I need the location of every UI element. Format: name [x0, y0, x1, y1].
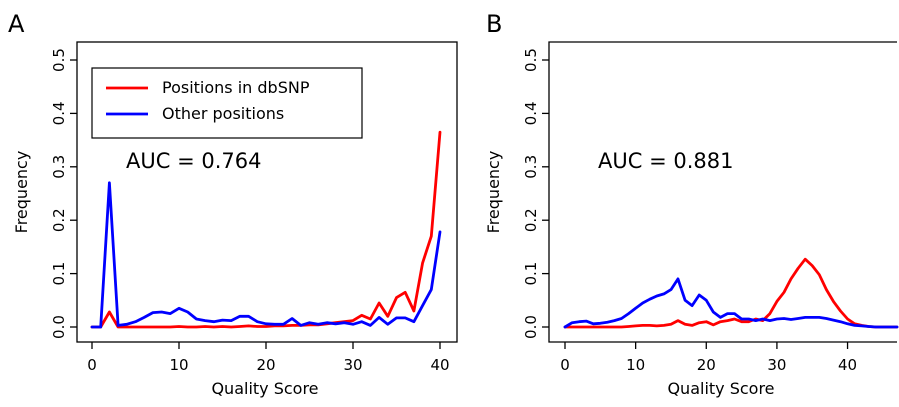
y-tick-label-a-2: 0.2	[50, 208, 68, 232]
plot-frame	[548, 41, 897, 343]
x-tick-label-b-0: 0	[560, 356, 570, 374]
legend-label-0: Positions in dbSNP	[162, 78, 310, 97]
y-tick-label-a-3: 0.3	[50, 155, 68, 179]
series-line-b-1	[563, 277, 899, 329]
x-axis-label-b: Quality Score	[667, 379, 774, 398]
legend-box	[91, 67, 363, 139]
y-tick-label-b-1: 0.1	[522, 262, 540, 286]
y-axis-label-a: Frequency	[12, 151, 31, 234]
plot-frame	[76, 41, 458, 343]
y-tick-label-b-3: 0.3	[522, 155, 540, 179]
y-tick-label-a-4: 0.4	[50, 101, 68, 125]
panel-letter-a: A	[8, 10, 25, 38]
series-line-b-0	[563, 257, 899, 329]
x-tick-label-a-3: 30	[343, 356, 362, 374]
x-tick-label-a-2: 20	[256, 356, 275, 374]
x-tick-label-a-4: 40	[430, 356, 449, 374]
y-tick-label-b-0: 0.0	[522, 315, 540, 339]
x-tick-label-a-1: 10	[169, 356, 188, 374]
x-tick-label-b-2: 20	[697, 356, 716, 374]
auc-annotation-a: AUC = 0.764	[126, 149, 261, 173]
y-tick-label-a-5: 0.5	[50, 48, 68, 72]
chart-panel-a: 0.0 0.1 0.2 0.3 0.4 0.5 0 10 20 30 40 Quality Score…	[12, 41, 458, 398]
x-tick-label-b-4: 40	[838, 356, 857, 374]
series-line-a-0	[90, 130, 442, 329]
y-tick-label-b-2: 0.2	[522, 208, 540, 232]
x-tick-label-a-0: 0	[87, 356, 97, 374]
y-axis-label-b: Frequency	[484, 151, 503, 234]
y-tick-label-b-5: 0.5	[522, 48, 540, 72]
x-tick-label-b-3: 30	[767, 356, 786, 374]
chart-panel-b: 0.0 0.1 0.2 0.3 0.4 0.5 0 10 20 30 40 Quality Score…	[484, 41, 899, 398]
legend-label-1: Other positions	[162, 104, 284, 123]
y-tick-label-b-4: 0.4	[522, 101, 540, 125]
series-line-a-1	[90, 181, 442, 329]
x-axis-label-a: Quality Score	[211, 379, 318, 398]
y-tick-label-a-0: 0.0	[50, 315, 68, 339]
y-tick-label-a-1: 0.1	[50, 262, 68, 286]
x-tick-label-b-1: 10	[626, 356, 645, 374]
auc-annotation-b: AUC = 0.881	[598, 149, 733, 173]
panel-letter-b: B	[486, 10, 502, 38]
legend: Positions in dbSNP Other positions	[91, 67, 363, 139]
